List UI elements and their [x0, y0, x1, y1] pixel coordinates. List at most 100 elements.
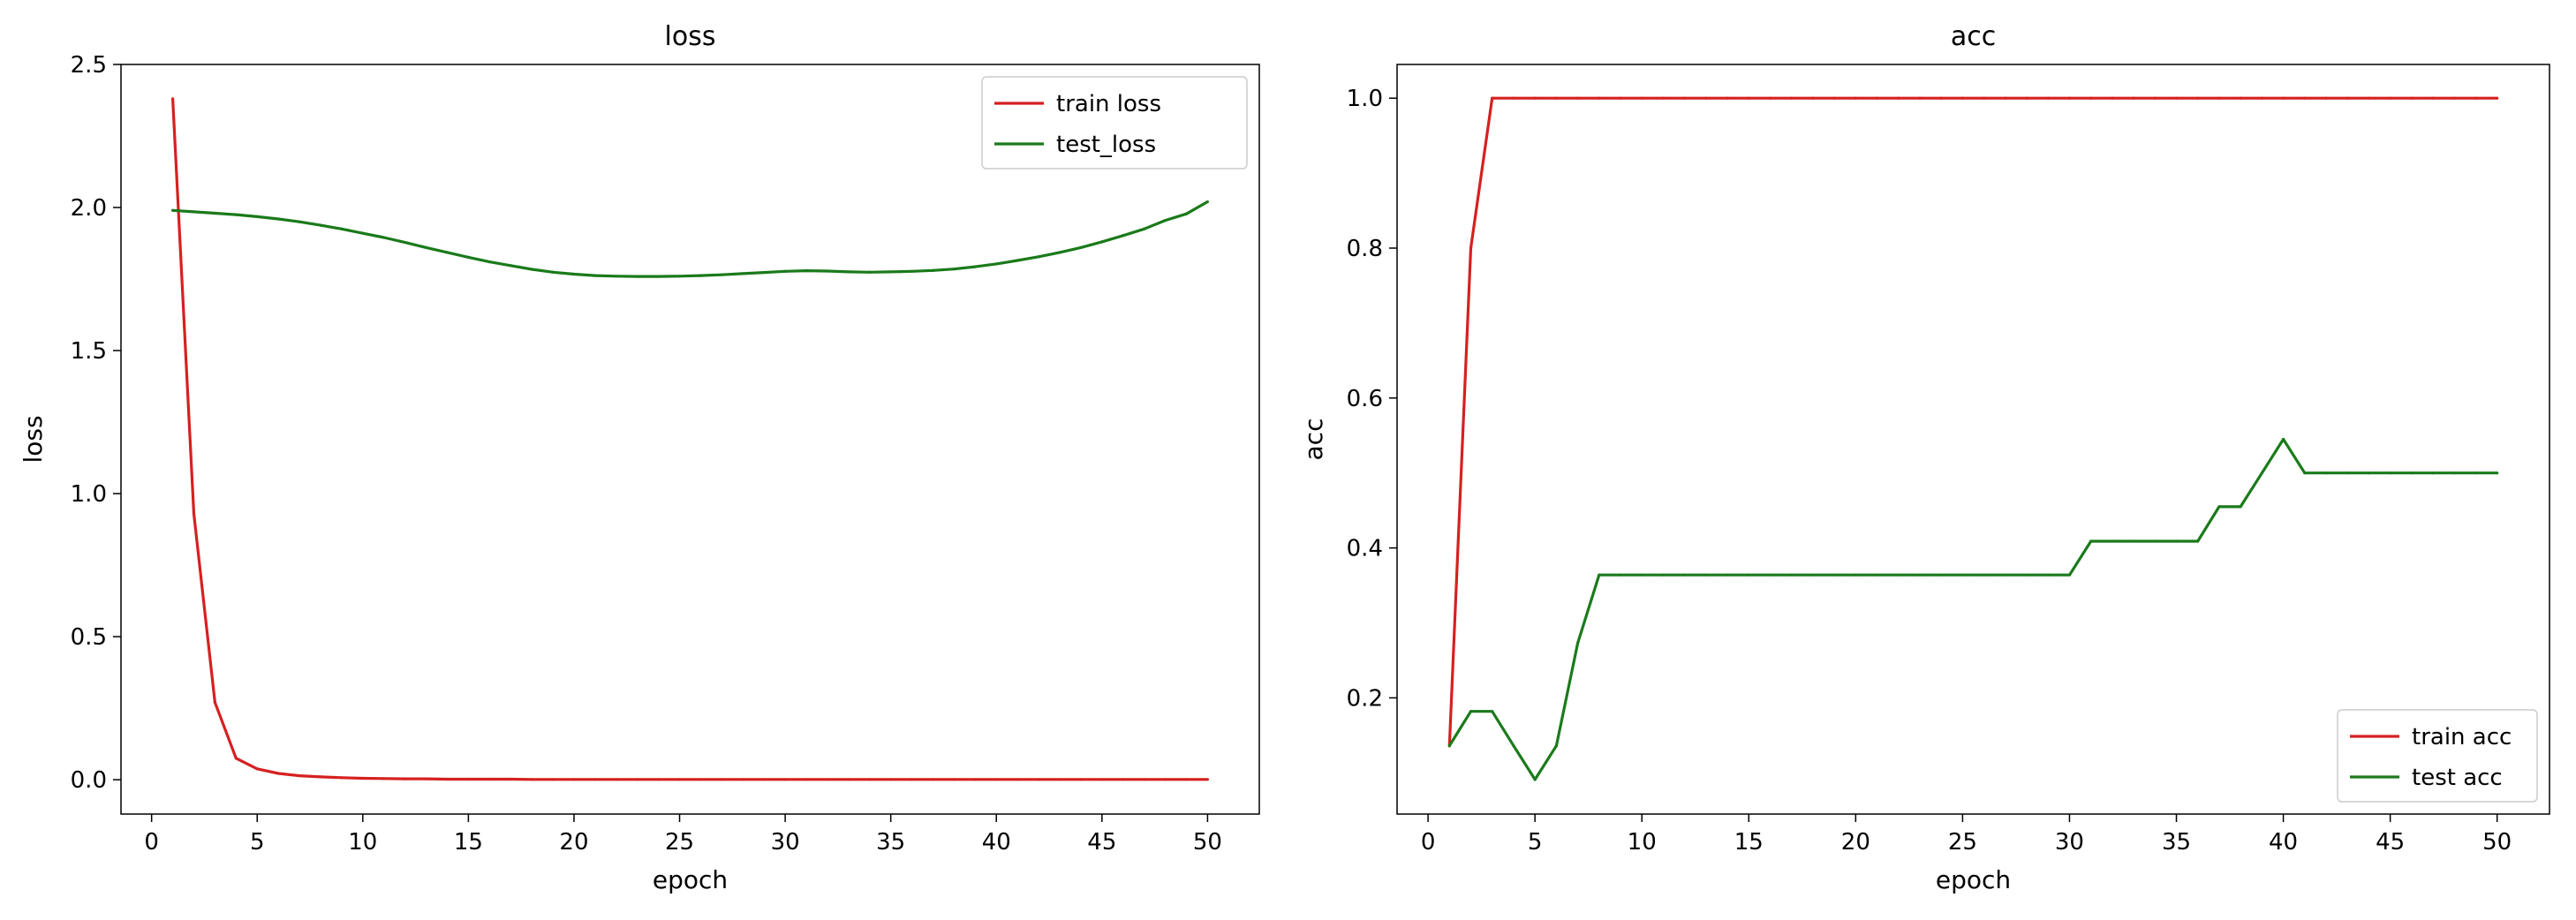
data-point-test-acc — [2410, 471, 2414, 475]
x-tick-label: 50 — [2482, 829, 2512, 856]
legend-label: train loss — [1056, 91, 1161, 117]
data-point-train-loss — [720, 778, 723, 781]
data-point-train-loss — [910, 778, 914, 781]
data-point-train-loss — [551, 778, 555, 781]
data-point-train-loss — [276, 772, 280, 775]
data-point-test-loss — [677, 275, 682, 278]
data-point-train-loss — [741, 778, 744, 781]
x-axis-label: epoch — [653, 865, 728, 894]
data-point-train-loss — [931, 778, 935, 781]
data-point-test-loss — [910, 269, 914, 273]
data-point-train-acc — [1960, 96, 1964, 100]
data-point-test-loss — [424, 245, 428, 249]
data-point-test-loss — [973, 265, 977, 268]
data-point-train-loss — [572, 778, 576, 781]
data-point-test-loss — [298, 220, 301, 223]
data-point-test-acc — [1726, 573, 1729, 577]
data-point-test-loss — [826, 269, 829, 273]
data-point-test-loss — [615, 275, 618, 278]
data-point-test-loss — [994, 262, 998, 266]
data-point-test-acc — [2431, 471, 2435, 475]
data-point-train-acc — [2217, 96, 2221, 100]
data-point-train-loss — [487, 777, 491, 781]
y-tick-label: 1.0 — [1347, 86, 1383, 112]
data-point-train-loss — [361, 776, 365, 780]
data-point-train-acc — [1640, 96, 1643, 100]
series-line-train-loss — [171, 98, 1208, 781]
data-point-test-acc — [2046, 573, 2050, 577]
data-point-test-acc — [1939, 573, 1943, 577]
y-axis-label: loss — [19, 415, 48, 463]
x-tick-label: 15 — [454, 829, 483, 856]
data-point-train-acc — [1768, 96, 1772, 100]
data-point-test-loss — [1143, 227, 1146, 230]
x-tick-label: 25 — [665, 829, 694, 856]
data-point-train-acc — [1811, 96, 1815, 100]
data-point-test-loss — [255, 215, 259, 218]
data-point-train-loss — [615, 778, 618, 781]
series-line-test-acc — [1447, 437, 2497, 781]
data-point-train-acc — [1533, 96, 1537, 100]
data-point-train-acc — [2474, 96, 2478, 100]
data-point-test-loss — [213, 211, 217, 215]
data-point-train-acc — [1619, 96, 1622, 100]
data-point-train-acc — [2324, 96, 2328, 100]
data-point-test-acc — [1768, 573, 1772, 577]
data-point-train-loss — [1037, 778, 1040, 781]
data-point-test-acc — [1575, 641, 1580, 645]
data-point-train-acc — [2389, 96, 2392, 100]
data-point-train-acc — [1512, 96, 1515, 100]
data-point-train-loss — [699, 778, 703, 781]
data-point-train-acc — [1598, 96, 1601, 100]
data-point-train-loss — [445, 777, 449, 781]
data-point-test-loss — [1058, 251, 1061, 254]
x-tick-label: 0 — [1421, 829, 1436, 856]
data-point-train-acc — [1939, 96, 1943, 100]
data-point-test-acc — [1832, 573, 1836, 577]
data-point-train-acc — [1897, 96, 1900, 100]
data-point-test-loss — [593, 274, 597, 277]
data-point-test-loss — [466, 255, 470, 260]
x-tick-label: 45 — [1087, 829, 1116, 856]
data-point-train-loss — [973, 778, 977, 781]
legend-box — [2337, 709, 2538, 803]
data-point-test-acc — [2174, 539, 2179, 543]
data-point-train-acc — [2089, 96, 2093, 100]
data-point-train-acc — [2132, 96, 2135, 100]
data-point-train-acc — [1983, 96, 1986, 100]
data-point-test-acc — [1447, 744, 1451, 748]
data-point-test-acc — [2217, 505, 2221, 509]
chart-title: loss — [665, 21, 716, 52]
data-point-test-loss — [340, 227, 344, 230]
data-point-test-loss — [1122, 234, 1125, 238]
data-point-test-acc — [1683, 573, 1687, 577]
chart-title: acc — [1951, 21, 1996, 52]
data-point-train-loss — [762, 778, 766, 781]
y-tick-label: 2.5 — [71, 52, 107, 79]
data-point-train-loss — [677, 778, 682, 781]
x-tick-label: 35 — [876, 829, 905, 856]
data-point-test-loss — [1163, 219, 1167, 222]
data-point-train-acc — [2431, 96, 2435, 100]
data-point-train-acc — [2046, 96, 2050, 100]
data-point-train-acc — [2067, 96, 2072, 100]
data-point-test-loss — [1037, 255, 1040, 259]
data-point-train-loss — [1184, 778, 1189, 781]
data-point-train-acc — [2004, 96, 2007, 100]
data-point-test-loss — [1016, 259, 1019, 262]
data-point-test-loss — [361, 231, 365, 235]
data-point-test-acc — [2367, 471, 2371, 475]
data-point-train-loss — [213, 701, 217, 705]
data-point-train-loss — [382, 777, 386, 780]
legend-label: train acc — [2412, 724, 2512, 750]
data-point-test-acc — [2452, 471, 2456, 475]
data-point-train-acc — [1575, 96, 1580, 100]
data-point-train-acc — [1554, 96, 1558, 100]
data-point-train-loss — [1122, 778, 1125, 781]
data-point-test-acc — [1554, 744, 1558, 748]
data-point-train-loss — [466, 777, 470, 781]
data-point-test-acc — [1619, 573, 1622, 577]
y-axis-label: acc — [1299, 419, 1328, 461]
data-point-test-loss — [276, 217, 280, 221]
data-point-train-acc — [1747, 96, 1750, 100]
